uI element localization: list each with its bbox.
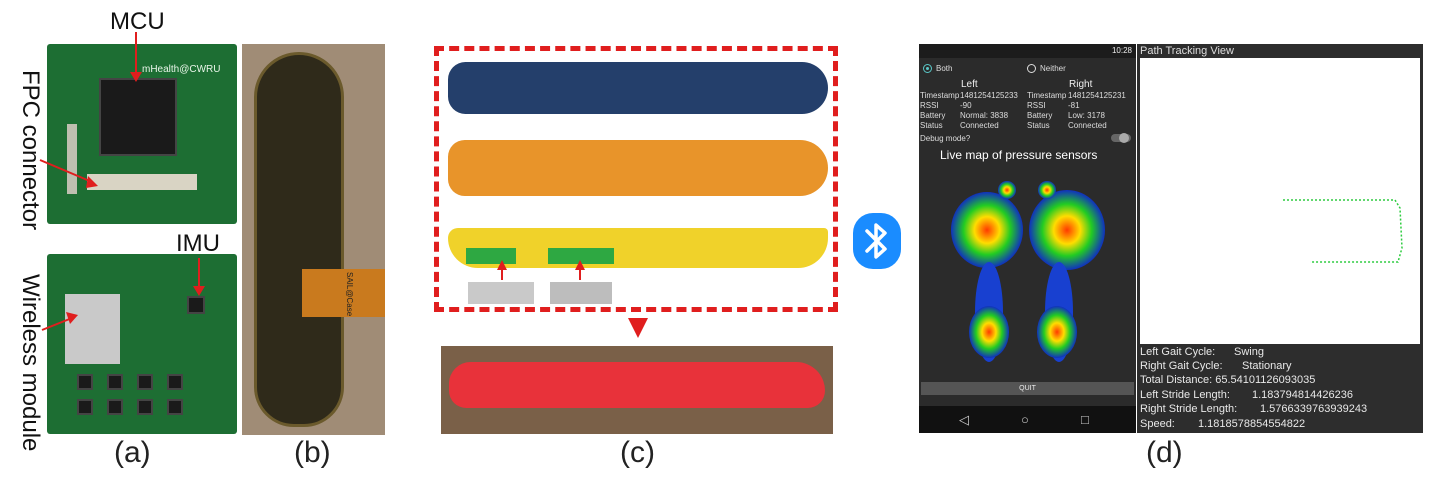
left-row-val: 1481254125233: [960, 91, 1018, 100]
left-row-key: Battery: [920, 111, 946, 120]
right-row-key: RSSI: [1027, 101, 1046, 110]
stat-label: Left Gait Cycle:: [1140, 346, 1216, 358]
left-header: Left: [961, 79, 978, 90]
nav-bar: ◁ ○ □: [919, 406, 1136, 433]
stat-value: 1.5766339763939243: [1260, 403, 1368, 415]
left-row-val: -90: [960, 101, 972, 110]
panel-c-label: (c): [620, 436, 655, 469]
back-icon[interactable]: ◁: [959, 412, 969, 427]
fpc-connector-socket: [87, 174, 197, 190]
panel-b-label: (b): [294, 436, 331, 469]
path-tracking-view: Path Tracking View Left Gait Cycle: Swin…: [1137, 44, 1423, 433]
insole-top-layer: [448, 62, 828, 114]
stat-speed: Speed: 1.1818578854554822: [1140, 418, 1305, 430]
left-row-key: RSSI: [920, 101, 939, 110]
flex-sensor-insole: [254, 52, 344, 427]
right-row-key: Status: [1027, 121, 1050, 130]
fpc-tail-label: SAIL@Case: [345, 272, 354, 317]
insole-layers-frame: [434, 46, 838, 312]
wireless-module-chip: [65, 294, 120, 364]
callout-arrows: [39, 32, 205, 331]
imu-chip: [187, 296, 205, 314]
battery-slot: [466, 248, 516, 264]
debug-mode-label: Debug mode?: [920, 134, 971, 143]
stat-value: 1.183794814426236: [1252, 389, 1353, 401]
finished-insole: [449, 362, 825, 408]
pcb-label: mHealth@CWRU: [142, 64, 221, 75]
stat-left-gait: Left Gait Cycle: Swing: [1140, 346, 1264, 358]
board-photo: [550, 282, 612, 304]
fpc-sensor-photo: SAIL@Case: [242, 44, 385, 435]
phone-screen: 10:28 Both Neither Left Right Timestamp …: [919, 44, 1136, 433]
status-time: 10:28: [1111, 46, 1132, 55]
stat-value: 1.1818578854554822: [1198, 418, 1306, 430]
pressure-heatmap: [951, 181, 1105, 362]
stat-value: Swing: [1234, 346, 1264, 358]
right-row-val: Connected: [1068, 121, 1107, 130]
imu-label: IMU: [176, 230, 220, 257]
stat-label: Right Gait Cycle:: [1140, 360, 1223, 372]
stat-right-gait: Right Gait Cycle: Stationary: [1140, 360, 1292, 372]
stat-total-distance: Total Distance: 65.54101126093035: [1140, 374, 1315, 386]
right-header: Right: [1069, 79, 1093, 90]
insole-sensor-layer: [448, 140, 828, 196]
board-slot: [548, 248, 614, 264]
stat-value: 65.54101126093035: [1215, 374, 1316, 386]
stat-label: Speed:: [1140, 418, 1175, 430]
panel-d-label: (d): [1146, 436, 1183, 469]
quit-button[interactable]: QUIT: [921, 382, 1134, 395]
radio-both[interactable]: Both: [923, 63, 1003, 75]
imu-board: [47, 254, 237, 434]
debug-mode-toggle[interactable]: [1111, 133, 1131, 143]
left-row-key: Timestamp: [920, 91, 960, 100]
stat-label: Total Distance:: [1140, 374, 1213, 386]
right-row-val: 1481254125231: [1068, 91, 1126, 100]
right-row-val: Low: 3178: [1068, 111, 1105, 120]
panel-a-label: (a): [114, 436, 151, 469]
stat-left-stride: Left Stride Length: 1.183794814426236: [1140, 389, 1353, 401]
insole-arrows: [497, 260, 648, 338]
right-row-val: -81: [1068, 101, 1080, 110]
right-row-key: Battery: [1027, 111, 1053, 120]
home-icon[interactable]: ○: [1021, 412, 1029, 427]
fpc-connector-label: FPC connector: [17, 70, 44, 231]
mcu-label: MCU: [110, 8, 165, 35]
radio-neither-label: Neither: [1040, 64, 1066, 73]
right-row-key: Timestamp: [1027, 91, 1067, 100]
walking-path: [1283, 199, 1403, 263]
left-row-val: Connected: [960, 121, 999, 130]
stat-right-stride: Right Stride Length: 1.5766339763939243: [1140, 403, 1367, 415]
radio-neither[interactable]: Neither: [1027, 63, 1107, 75]
stat-label: Right Stride Length:: [1140, 403, 1238, 415]
radio-both-label: Both: [936, 64, 953, 73]
radio-neither-icon: [1027, 64, 1036, 73]
mcu-chip: [99, 78, 177, 156]
bluetooth-icon: [853, 213, 901, 269]
stat-label: Left Stride Length:: [1140, 389, 1230, 401]
recent-apps-icon[interactable]: □: [1081, 412, 1089, 427]
path-tracking-title: Path Tracking View: [1140, 45, 1234, 57]
left-row-val: Normal: 3838: [960, 111, 1009, 120]
finished-insole-photo: [441, 346, 833, 434]
radio-both-icon: [923, 64, 932, 73]
battery-photo: [468, 282, 534, 304]
mcu-board: mHealth@CWRU: [47, 44, 237, 224]
pressure-map-title: Live map of pressure sensors: [940, 148, 1098, 162]
path-canvas: [1140, 58, 1420, 344]
status-bar: 10:28: [919, 44, 1136, 58]
stat-value: Stationary: [1242, 360, 1292, 372]
wireless-module-label: Wireless module: [17, 274, 44, 452]
left-row-key: Status: [920, 121, 943, 130]
fpc-tail: [302, 269, 385, 317]
